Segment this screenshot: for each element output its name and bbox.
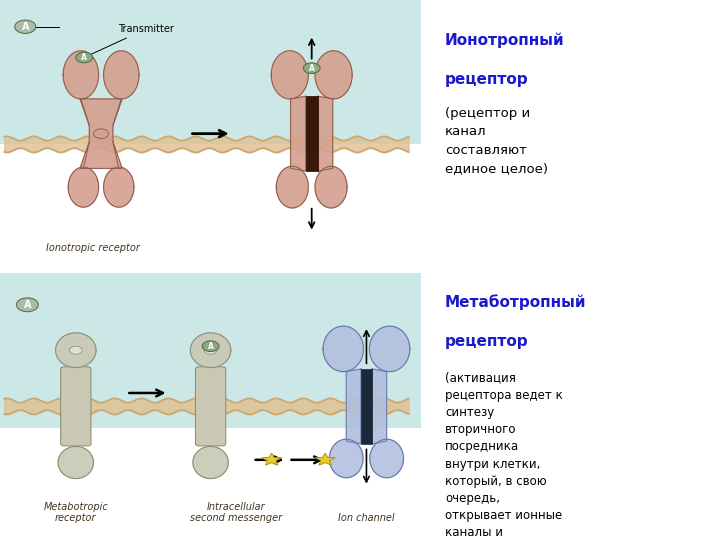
Bar [0, 0, 421, 144]
Circle shape [303, 63, 320, 73]
Text: A: A [24, 300, 31, 310]
Text: A: A [207, 342, 214, 350]
Text: Метаботропный: Метаботропный [445, 294, 587, 310]
Polygon shape [104, 167, 134, 207]
Circle shape [202, 341, 219, 352]
Circle shape [70, 346, 82, 354]
Polygon shape [261, 453, 282, 465]
Polygon shape [346, 369, 361, 444]
Text: рецептор: рецептор [445, 334, 528, 349]
Polygon shape [190, 333, 231, 368]
Polygon shape [315, 453, 336, 465]
Polygon shape [329, 439, 363, 478]
Circle shape [204, 346, 217, 354]
Polygon shape [63, 51, 99, 99]
Polygon shape [104, 51, 139, 99]
Text: A: A [309, 64, 315, 73]
Text: рецептор: рецептор [445, 72, 528, 87]
Text: Transmitter: Transmitter [87, 24, 174, 56]
Circle shape [17, 298, 38, 312]
Text: Ionotropic receptor: Ionotropic receptor [46, 243, 140, 253]
Text: Metabotropic
receptor: Metabotropic receptor [43, 502, 108, 523]
Text: Ion channel: Ion channel [338, 514, 395, 523]
Text: Intracellular
second messenger: Intracellular second messenger [190, 502, 282, 523]
Polygon shape [291, 96, 306, 171]
Polygon shape [276, 166, 308, 208]
Polygon shape [58, 447, 94, 478]
Text: Ионотропный: Ионотропный [445, 32, 564, 48]
Polygon shape [271, 51, 308, 99]
Polygon shape [315, 51, 352, 99]
Text: A: A [22, 22, 29, 32]
Polygon shape [68, 167, 99, 207]
Polygon shape [372, 369, 387, 444]
Circle shape [94, 129, 109, 138]
FancyBboxPatch shape [195, 367, 226, 446]
Polygon shape [369, 326, 410, 372]
Circle shape [14, 20, 36, 33]
Polygon shape [318, 96, 333, 171]
Polygon shape [315, 166, 347, 208]
Text: (рецептор и
канал
составляют
единое целое): (рецептор и канал составляют единое цело… [445, 107, 548, 176]
Polygon shape [193, 447, 228, 478]
FancyBboxPatch shape [60, 367, 91, 446]
Bar [306, 96, 318, 171]
Text: (активация
рецептора ведет к
синтезу
вторичного
посредника
внутри клетки,
которы: (активация рецептора ведет к синтезу вто… [445, 372, 563, 540]
Polygon shape [55, 333, 96, 368]
Polygon shape [370, 439, 403, 478]
Polygon shape [323, 326, 364, 372]
Circle shape [76, 52, 93, 63]
Bar [0, 273, 421, 428]
Bar [361, 369, 372, 444]
Text: A: A [81, 53, 87, 62]
Polygon shape [80, 99, 122, 168]
